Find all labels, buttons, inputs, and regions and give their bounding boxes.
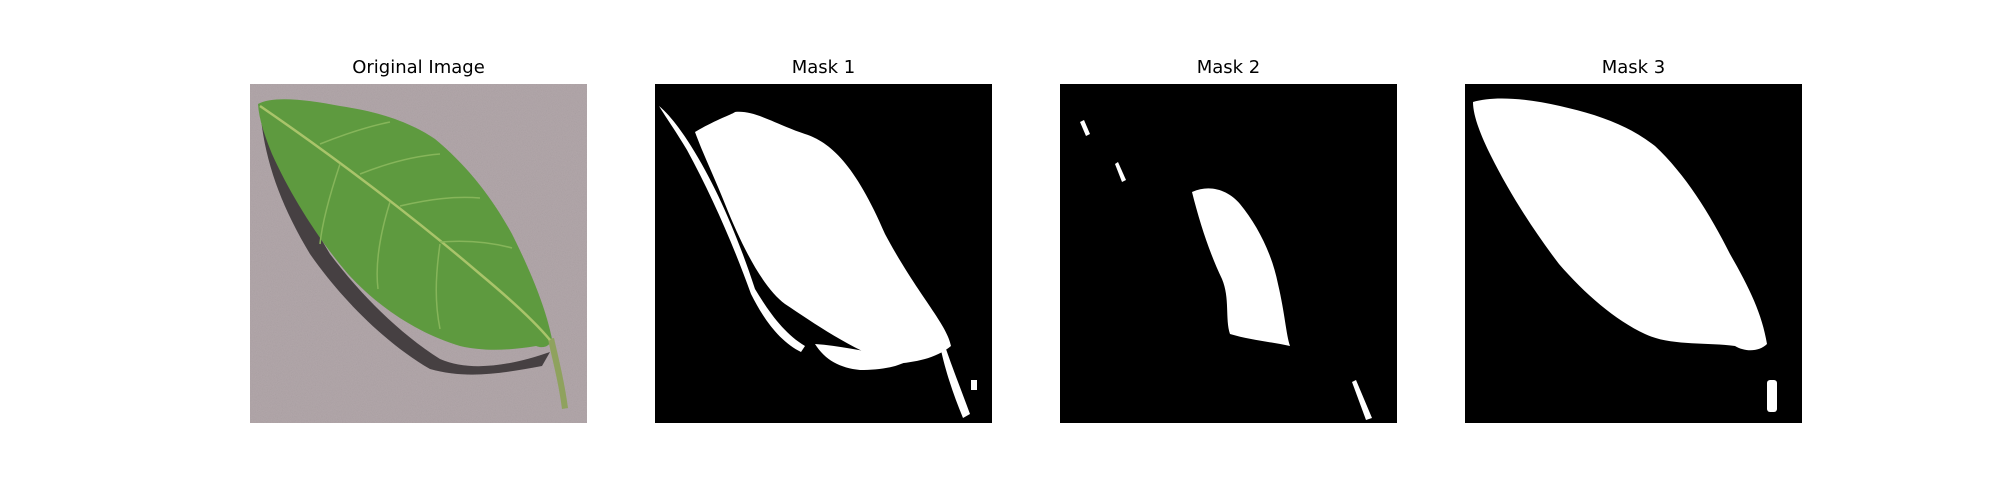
panel-title: Mask 3 <box>1601 57 1666 78</box>
segmentation-mask-2 <box>1060 84 1397 423</box>
mask-region-stem <box>1352 380 1372 420</box>
panel-original-image: Original Image <box>250 56 587 423</box>
mask-speck <box>971 380 977 390</box>
mask-region-bottom <box>815 344 910 370</box>
mask-region-stem <box>941 346 970 418</box>
mask-region-streak <box>1115 162 1126 182</box>
leaf-stem <box>548 338 568 409</box>
segmentation-mask-3 <box>1465 84 1802 423</box>
panel-title: Mask 2 <box>1196 57 1261 78</box>
leaf-shadow <box>260 109 550 375</box>
panel-title: Mask 1 <box>791 57 856 78</box>
mask-region-streak <box>1080 120 1090 136</box>
leaf-midrib <box>259 104 551 341</box>
panel-mask-2: Mask 2 <box>1060 56 1397 423</box>
leaf-side-veins <box>319 121 513 330</box>
leaf-blade <box>258 99 552 350</box>
panel-title: Original Image <box>352 57 485 78</box>
leaf-photo <box>250 84 587 423</box>
mask-speck <box>1767 380 1777 412</box>
mask-region-main <box>1192 188 1290 346</box>
mask-region-main <box>695 111 951 364</box>
segmentation-mask-1 <box>655 84 992 423</box>
panel-mask-1: Mask 1 <box>655 56 992 423</box>
mask-region-edge <box>659 106 805 352</box>
mask-region-main <box>1473 98 1767 351</box>
panel-mask-3: Mask 3 <box>1465 56 1802 423</box>
